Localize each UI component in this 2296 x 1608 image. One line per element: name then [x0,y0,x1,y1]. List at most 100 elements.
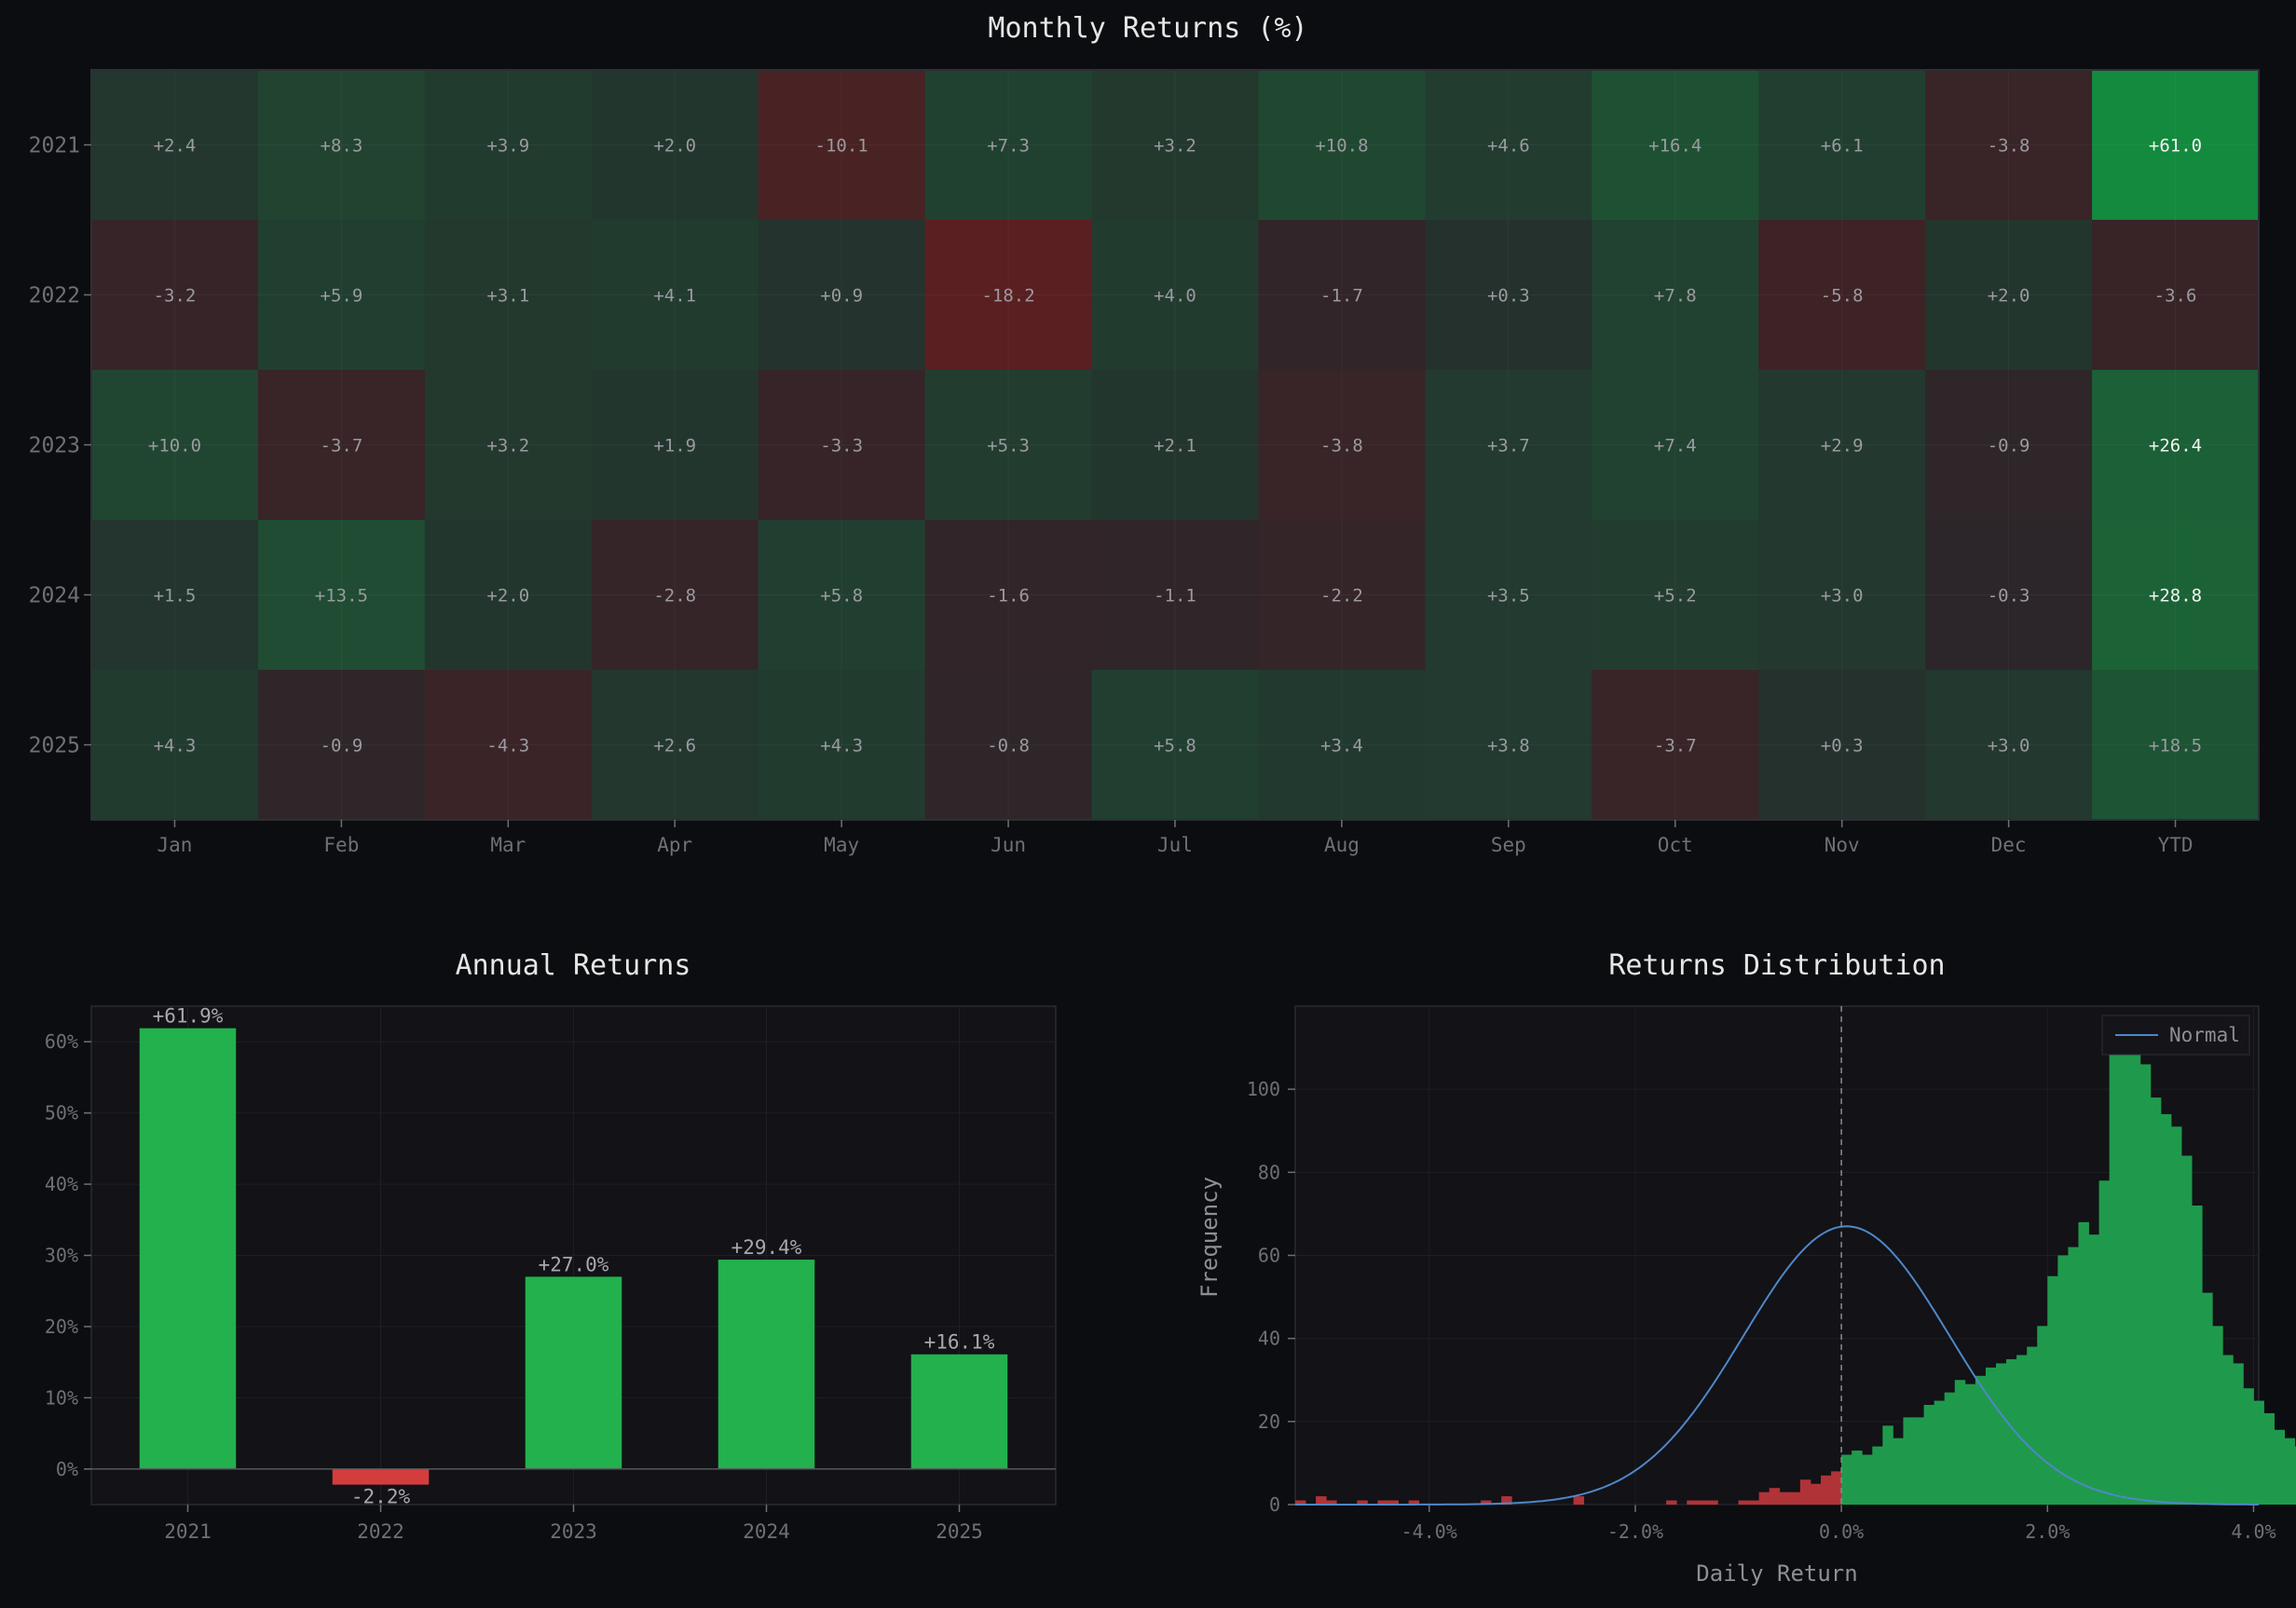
hist-bin [2119,1030,2131,1505]
hist-bin [1789,1492,1801,1505]
heatmap-col-label: Sep [1491,834,1526,856]
hist-bin [1707,1500,1718,1505]
hist-bin [1687,1500,1698,1505]
bar-value-label: -2.2% [351,1486,411,1508]
heatmap-cell-label: -1.6 [987,586,1030,606]
bar-x-tick-label: 2022 [357,1520,404,1543]
hist-x-tick-label: 4.0% [2231,1520,2276,1543]
hist-bin [1326,1500,1337,1505]
hist-bin [1316,1496,1327,1505]
heatmap-cell-label: +6.1 [1821,136,1864,157]
heatmap-cell [1925,520,2093,671]
heatmap-cell-label: +7.8 [1654,286,1697,307]
heatmap-cell [1425,520,1592,671]
heatmap-cell [2092,220,2260,371]
bar-value-label: +16.1% [924,1331,995,1354]
heatmap-cell-label: -3.6 [2154,286,2197,307]
heatmap-cell [424,670,593,821]
heatmap-cell [924,520,1093,671]
heatmap-col-label: Apr [657,834,692,856]
bar-value-label: +27.0% [539,1253,609,1275]
heatmap-cell-label: -4.3 [486,736,529,756]
heatmap-cell-label: -5.8 [1821,286,1864,307]
heatmap-cell-label: +61.0 [2149,136,2202,157]
heatmap-cell [1091,70,1259,221]
annual-returns-chart: 0% 10% 20% 30% 40% 50% 60% +61.9% 2021 -2.2% 2022 +… [45,1005,1057,1543]
heatmap-cell-label: -3.3 [820,436,863,457]
hist-bin [2243,1388,2254,1505]
heatmap-cell-label: +3.2 [1154,136,1196,157]
heatmap-cell [1258,670,1426,821]
hist-bin [2109,1052,2121,1505]
heatmap-cell-label: -3.7 [321,436,363,457]
heatmap-cell [758,370,926,521]
hist-y-tick-label: 60 [1258,1245,1280,1267]
hist-bin [1810,1483,1822,1505]
heatmap-cell-label: +3.1 [486,286,529,307]
heatmap-cell-label: +3.0 [1988,736,2030,756]
heatmap-cell [1592,370,1759,521]
heatmap-cell-label: -2.8 [653,586,696,606]
hist-bin [2037,1326,2048,1505]
heatmap-cell [1091,220,1259,371]
bar-2021 [139,1028,237,1469]
heatmap-cell-label: +4.1 [653,286,696,307]
hist-bin [1964,1383,1976,1505]
bar-y-tick-label: 60% [45,1030,78,1053]
legend-normal-label: Normal [2169,1024,2240,1046]
heatmap-cell [257,670,426,821]
hist-bin [1666,1500,1677,1505]
hist-bin [2233,1363,2244,1505]
bar-x-tick-label: 2025 [936,1520,983,1543]
heatmap-cell [2092,520,2260,671]
hist-y-tick-label: 20 [1258,1410,1280,1433]
heatmap-cell-label: +3.9 [486,136,529,157]
hist-bin [1769,1488,1781,1505]
bar-y-tick-label: 30% [45,1245,78,1267]
heatmap-cell-label: +18.5 [2149,736,2202,756]
bar-y-tick-label: 0% [56,1458,78,1480]
hist-y-axis-label: Frequency [1196,1177,1223,1298]
heatmap-col-label: Dec [1991,834,2027,856]
heatmap-cell-label: +1.9 [653,436,696,457]
hist-y-tick-label: 40 [1258,1328,1280,1350]
heatmap-cell-label: +2.9 [1821,436,1864,457]
heatmap-cell-label: +5.2 [1654,586,1697,606]
heatmap-col-label: Jan [157,834,192,856]
heatmap-cell [91,220,259,371]
heatmap-cell-label: +3.8 [1487,736,1530,756]
heatmap-cell [1925,670,2093,821]
heatmap-cell-label: -0.9 [321,736,363,756]
hist-bin [1841,1454,1852,1505]
heatmap-cell [758,220,926,371]
bar-2025 [910,1354,1008,1469]
heatmap-cell [1091,520,1259,671]
hist-bin [1944,1392,1956,1505]
hist-bin [2057,1255,2069,1505]
heatmap-cell-label: -3.8 [1988,136,2030,157]
hist-bin [1295,1500,1306,1505]
heatmap-cell-label: +0.3 [1821,736,1864,756]
heatmap-col-label: Mar [490,834,526,856]
heatmap-cell [1258,70,1426,221]
heatmap-cell-label: +3.0 [1821,586,1864,606]
heatmap-cell-label: -1.7 [1320,286,1363,307]
hist-x-axis-label: Daily Return [1696,1560,1857,1587]
hist-bin [2202,1292,2213,1505]
heatmap-cell-label: -0.8 [987,736,1030,756]
heatmap-cell [1592,220,1759,371]
heatmap-row-label: 2021 [29,134,80,158]
heatmap-cell [91,670,259,821]
bar-y-tick-label: 40% [45,1173,78,1195]
hist-bin [1831,1471,1842,1505]
heatmap-row-label: 2025 [29,734,80,758]
heatmap-cell-label: +10.8 [1315,136,1368,157]
hist-bin [1357,1500,1368,1505]
heatmap-cell-label: +4.3 [820,736,863,756]
hist-bin [1913,1417,1924,1505]
hist-bin [1408,1500,1420,1505]
heatmap-cell [1592,670,1759,821]
heatmap-cell [1091,370,1259,521]
heatmap-cell-label: -1.1 [1154,586,1196,606]
